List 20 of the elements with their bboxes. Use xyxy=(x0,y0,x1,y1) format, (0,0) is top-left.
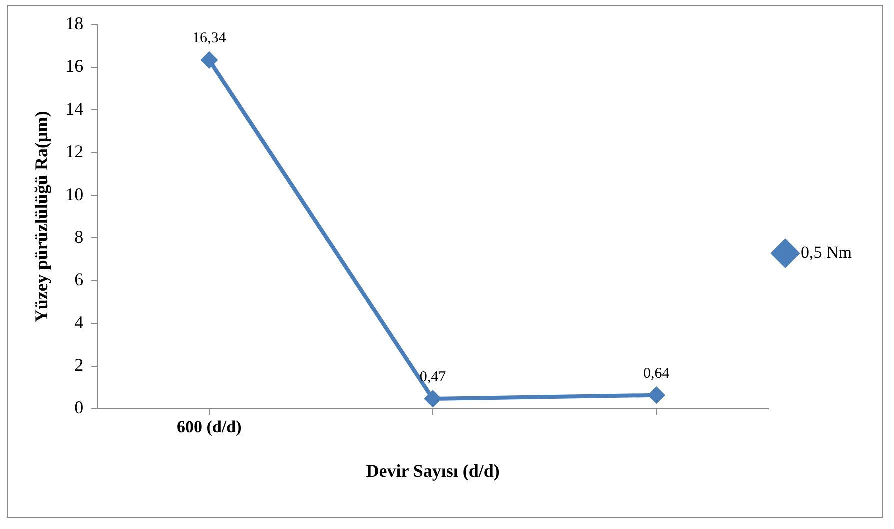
data-label: 0,47 xyxy=(420,369,447,386)
point xyxy=(201,52,218,68)
y-tick-label: 6 xyxy=(74,270,84,290)
y-tick-label: 10 xyxy=(66,184,84,204)
legend-label: 0,5 Nm xyxy=(801,242,852,262)
y-axis-title: Yüzey pürüzlülüğü Ra(µm) xyxy=(31,111,52,323)
x-tick-label: 600 (d/d) xyxy=(177,418,242,437)
point xyxy=(425,390,442,407)
y-tick-label: 2 xyxy=(74,355,84,376)
y-tick-label: 16 xyxy=(66,56,84,76)
y-tick-label: 8 xyxy=(74,226,84,247)
data-label: 0,64 xyxy=(644,366,670,382)
y-tick-label: 0 xyxy=(74,398,84,418)
y-tick-label: 14 xyxy=(66,98,84,119)
y-tick-label: 4 xyxy=(74,312,84,332)
data-label: 16,34 xyxy=(192,30,227,47)
y-tick-label: 18 xyxy=(66,14,84,34)
point xyxy=(648,387,665,404)
x-axis-title: Devir Sayısı (d/d) xyxy=(366,460,500,481)
y-tick-label: 12 xyxy=(66,142,84,162)
